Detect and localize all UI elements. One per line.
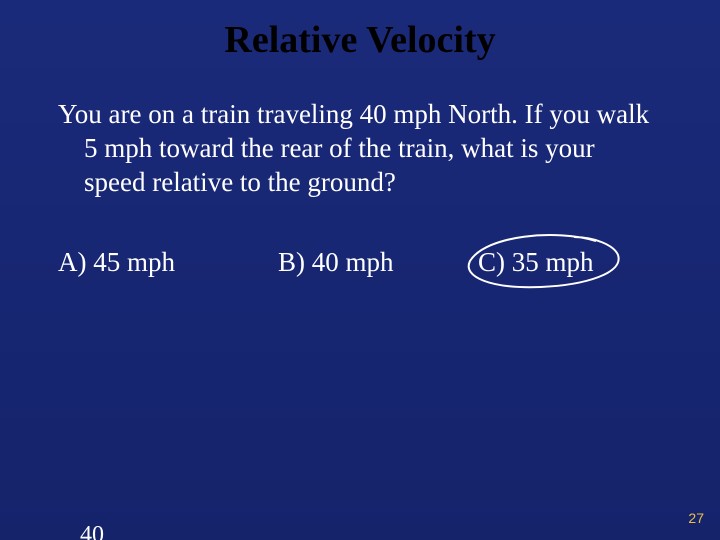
option-a: A) 45 mph bbox=[58, 247, 278, 278]
option-b: B) 40 mph bbox=[278, 247, 478, 278]
page-number: 27 bbox=[688, 510, 704, 526]
option-c-label: C) 35 mph bbox=[478, 247, 594, 277]
slide-title: Relative Velocity bbox=[0, 0, 720, 62]
math-minuend: 40 bbox=[80, 522, 104, 540]
options-row: A) 45 mph B) 40 mph C) 35 mph bbox=[0, 199, 720, 278]
option-c: C) 35 mph bbox=[478, 247, 594, 278]
question-text: You are on a train traveling 40 mph Nort… bbox=[26, 62, 720, 199]
